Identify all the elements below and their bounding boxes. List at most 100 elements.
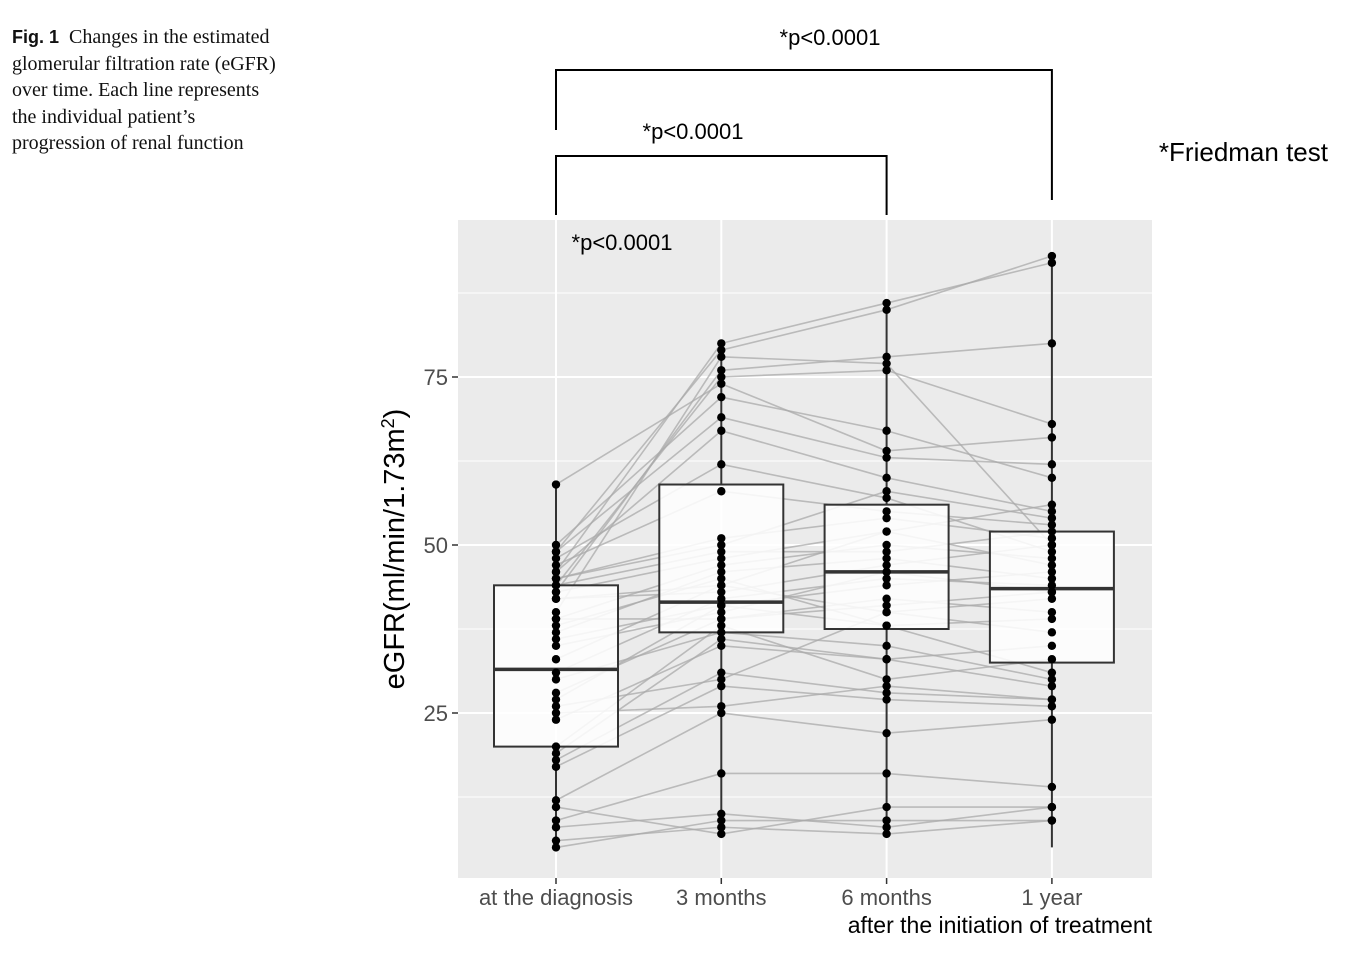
data-point	[717, 379, 726, 388]
x-tick-label: 1 year	[1021, 885, 1082, 910]
patient-line	[555, 604, 1053, 701]
data-point	[882, 359, 891, 368]
patient-line	[555, 571, 1052, 640]
data-point	[717, 534, 726, 543]
data-point	[717, 594, 726, 603]
significance-label: *p<0.0001	[643, 119, 744, 144]
data-point	[1047, 540, 1057, 550]
data-point	[882, 305, 891, 314]
data-point	[717, 681, 726, 691]
patient-line	[555, 382, 1052, 486]
data-point	[551, 802, 561, 812]
data-point	[717, 628, 726, 637]
patient-line	[555, 631, 1053, 681]
data-point	[882, 675, 891, 684]
figure-caption: Fig. 1 Changes in the estimated glomerula…	[12, 24, 287, 157]
data-point	[882, 728, 891, 738]
data-point	[1047, 339, 1057, 348]
data-point	[717, 634, 726, 644]
data-point	[717, 601, 726, 610]
data-point	[717, 560, 726, 570]
data-point	[717, 366, 726, 375]
data-point	[551, 554, 561, 563]
data-point	[551, 587, 561, 597]
patient-line	[555, 490, 1053, 580]
data-point	[717, 668, 726, 677]
data-point	[717, 426, 726, 435]
data-point	[717, 487, 726, 496]
data-point	[1047, 567, 1057, 577]
data-point	[882, 527, 891, 536]
y-axis: 25 50 75	[424, 365, 458, 726]
patient-line	[555, 638, 1053, 754]
data-point	[551, 655, 561, 664]
data-point	[1047, 641, 1057, 650]
data-point	[882, 352, 891, 362]
significance-brackets: *p<0.0001 *p<0.0001 *p<0.0001	[555, 25, 1053, 255]
data-point	[717, 392, 726, 402]
data-point	[882, 581, 891, 590]
data-point	[1047, 655, 1057, 664]
y-axis-title: eGFR(ml/min/1.73m2)	[378, 409, 411, 690]
data-point	[882, 446, 891, 456]
data-point	[882, 574, 891, 583]
data-point	[551, 695, 561, 704]
data-point	[1047, 574, 1057, 583]
data-point	[1047, 460, 1057, 469]
data-point	[1047, 513, 1057, 523]
patient-line	[556, 591, 1052, 620]
data-point	[717, 823, 726, 832]
patient-line	[555, 503, 1053, 600]
data-point	[882, 366, 891, 375]
data-point	[717, 614, 726, 624]
data-point	[717, 540, 726, 550]
data-point	[1047, 500, 1057, 509]
patient-line	[555, 463, 1053, 560]
data-point	[882, 655, 891, 664]
data-point	[1047, 695, 1057, 704]
data-point	[551, 560, 561, 570]
data-point	[717, 702, 726, 711]
data-point	[1047, 681, 1057, 691]
data-point	[717, 769, 726, 778]
data-point	[551, 843, 561, 852]
figure-caption-text: Changes in the estimated glomerular filt…	[12, 26, 276, 154]
data-point	[551, 836, 561, 845]
data-point	[551, 823, 561, 832]
patient-line	[555, 712, 1052, 802]
data-point	[882, 567, 891, 577]
data-point	[882, 608, 891, 617]
data-point	[551, 594, 561, 603]
friedman-test-note: *Friedman test	[1159, 137, 1329, 167]
data-point	[882, 641, 891, 650]
data-point	[717, 829, 726, 839]
data-point	[882, 493, 891, 503]
data-point	[1047, 527, 1057, 536]
data-point	[717, 641, 726, 650]
data-point	[882, 473, 891, 482]
data-point	[551, 708, 561, 718]
patient-line	[555, 530, 1053, 593]
data-point	[1047, 560, 1057, 570]
data-point	[551, 796, 561, 805]
data-point	[1047, 258, 1057, 267]
data-point	[882, 513, 891, 523]
data-point	[1047, 554, 1057, 563]
patient-line	[555, 806, 1052, 835]
data-point	[1047, 608, 1057, 617]
data-point	[882, 802, 891, 812]
data-point	[551, 614, 561, 624]
data-point	[717, 345, 726, 355]
y-tick-label: 75	[424, 365, 448, 390]
data-point	[717, 608, 726, 617]
data-point	[717, 413, 726, 422]
data-point	[1047, 715, 1057, 724]
data-point	[882, 681, 891, 691]
data-point	[717, 621, 726, 630]
data-point	[717, 574, 726, 583]
data-point	[551, 702, 561, 711]
data-point	[882, 621, 891, 630]
data-point	[882, 823, 891, 832]
data-point	[551, 634, 561, 644]
significance-label: *p<0.0001	[780, 25, 881, 50]
